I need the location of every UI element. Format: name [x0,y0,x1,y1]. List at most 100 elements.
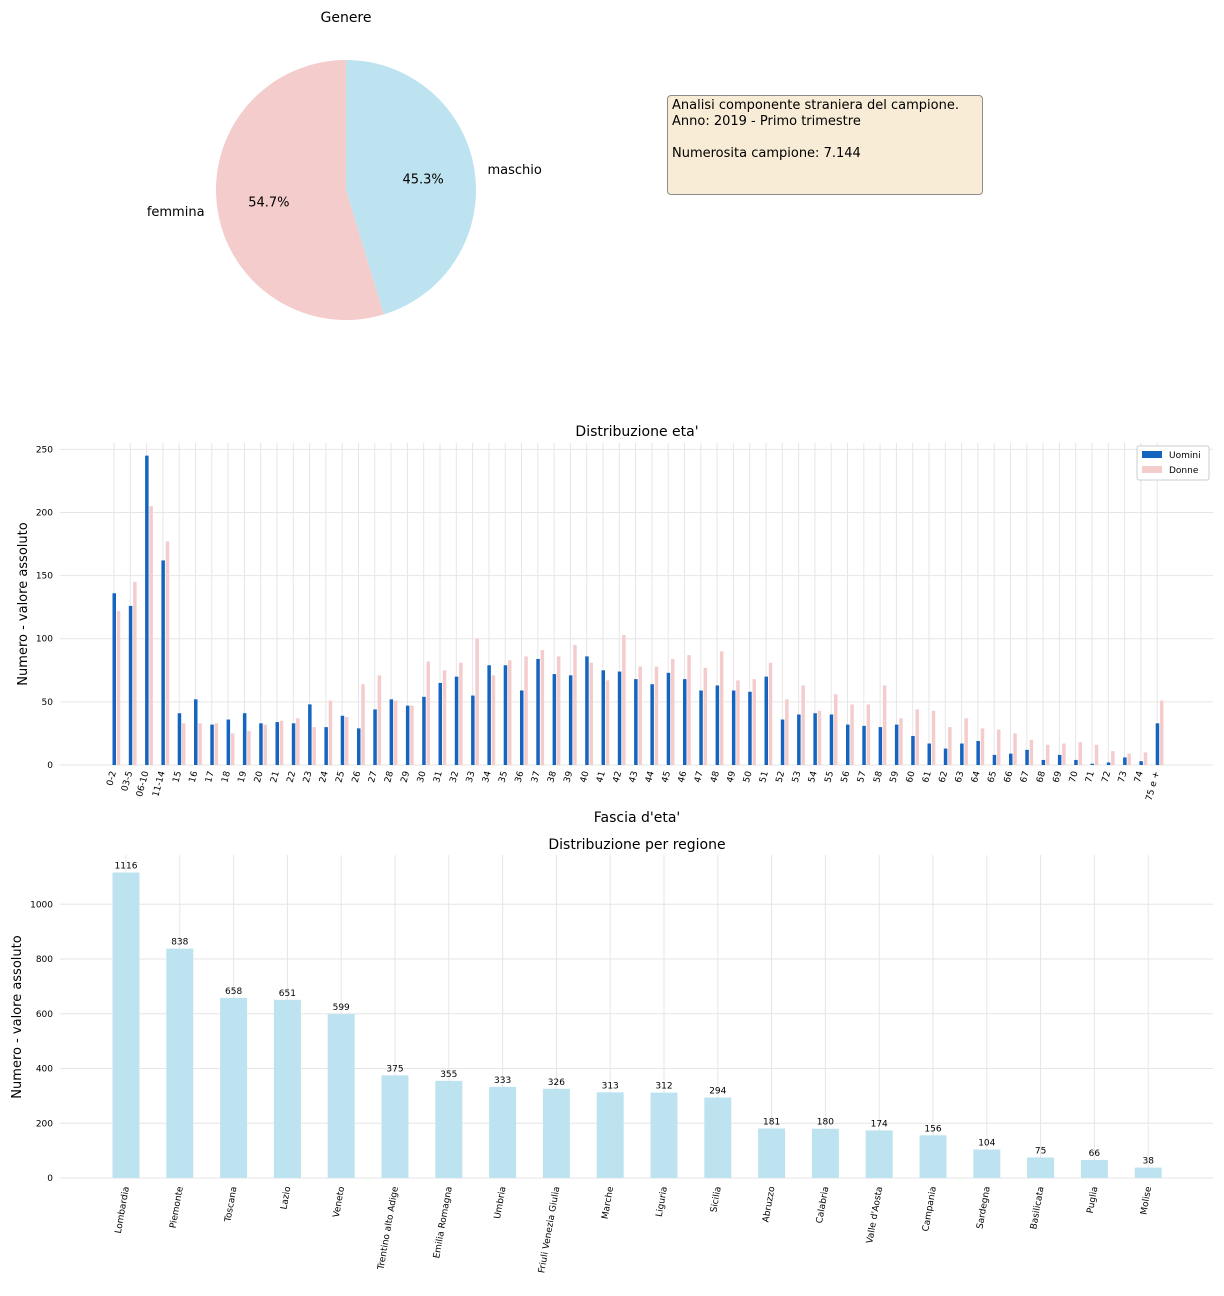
age-bar-donne [638,666,642,765]
age-xtick-label: 06-10 [135,770,151,798]
age-xtick-label: 34 [481,770,494,784]
age-legend-swatch-uomini [1142,451,1162,458]
age-bar-uomini [1074,759,1078,765]
age-xtick-label: 71 [1084,770,1097,784]
age-xtick-label: 61 [921,770,934,784]
age-xtick-label: 37 [530,770,543,784]
age-bar-donne [1111,751,1115,765]
age-xtick-label: 43 [628,770,641,784]
age-bar-uomini [389,699,394,765]
age-bar-donne [850,704,854,765]
region-bar [381,1075,409,1178]
age-bar-donne [263,724,267,765]
age-bar-donne [279,720,284,765]
age-bar-uomini [487,665,491,765]
region-value-label: 75 [1035,1146,1046,1156]
region-xtick-label: Marche [601,1185,617,1220]
region-value-label: 599 [333,1003,350,1013]
age-bar-donne [801,685,805,765]
age-xtick-label: 28 [383,770,396,784]
age-bar-donne [1029,739,1034,765]
age-bar-donne [752,679,756,765]
age-xtick-label: 44 [644,770,657,784]
region-bar [435,1080,463,1178]
age-bar-donne [426,661,430,765]
age-bar-donne [980,728,985,765]
region-bar [919,1135,947,1178]
age-bar-uomini [1057,754,1062,765]
region-xtick-label: Friuli Venezia Giulia [537,1186,562,1274]
age-bar-donne [703,667,708,765]
age-bar-uomini [373,709,377,765]
age-bar-donne [817,710,822,765]
age-xtick-label: 65 [986,770,999,784]
age-bar-uomini [210,724,214,765]
age-xtick-label: 73 [1117,770,1130,784]
age-xtick-label: 23 [302,770,315,784]
age-bar-donne [182,723,186,765]
age-bar-donne [736,680,740,765]
info-line-analysis: Analisi componente straniera del campion… [672,98,959,113]
age-legend-label-donne: Donne [1169,466,1199,476]
age-xtick-label: 57 [856,770,869,784]
region-bar [220,997,248,1178]
pie-label-femmina: femmina [147,205,205,220]
age-bar-uomini [601,670,605,765]
region-xtick-label: Sicilia [709,1186,723,1214]
age-xtick-label: 75 e + [1145,770,1162,802]
age-xtick-label: 30 [416,770,429,784]
region-value-label: 355 [440,1070,457,1080]
age-bar-uomini [503,665,508,765]
age-bar-donne [198,723,202,765]
age-xtick-label: 64 [970,770,983,784]
age-bar-donne [997,729,1001,765]
age-xtick-label: 72 [1101,770,1114,784]
age-bar-donne [1013,733,1017,765]
region-value-label: 375 [386,1064,403,1074]
region-bar [1027,1157,1055,1178]
region-xtick-label: Veneto [332,1185,347,1218]
region-xtick-label: Lombardia [114,1186,132,1235]
region-xtick-label: Basilicata [1029,1186,1046,1230]
age-bar-donne [1078,742,1082,765]
age-xtick-label: 53 [791,770,804,784]
region-value-label: 104 [978,1139,995,1149]
age-xtick-label: 15 [171,770,184,784]
age-bar-uomini [471,695,475,765]
age-xtick-label: 0-2 [105,770,118,787]
sample-info-box: Analisi componente straniera del campion… [667,95,983,195]
region-xtick-label: Abruzzo [761,1185,777,1223]
age-ytick-label: 250 [36,445,53,455]
age-bar-uomini [291,723,296,765]
age-xtick-label: 36 [514,770,527,784]
region-xtick-label: Piemonte [169,1185,186,1229]
age-bar-donne [410,705,414,765]
age-bar-uomini [764,676,768,765]
age-bar-uomini [405,705,410,765]
age-xtick-label: 70 [1068,770,1081,784]
age-xaxis-label: Fascia d'eta' [594,810,681,826]
age-bar-donne [915,709,919,765]
info-gap [672,130,978,146]
age-xtick-label: 29 [400,770,413,784]
age-xtick-label: 69 [1052,770,1065,784]
region-ytick-label: 200 [36,1119,53,1129]
age-bar-donne [768,662,773,765]
age-bar-donne [1127,753,1131,765]
age-xtick-label: 17 [204,770,217,784]
age-bar-uomini [585,656,589,765]
age-bar-uomini [1090,763,1094,765]
age-bar-uomini [862,725,866,765]
region-value-label: 312 [655,1082,672,1092]
age-bar-donne [573,645,577,765]
region-ytick-label: 0 [47,1174,53,1184]
age-xtick-label: 60 [905,770,918,784]
region-xtick-label: Toscana [223,1186,239,1224]
age-bar-uomini [1123,757,1127,765]
age-xtick-label: 49 [726,770,739,784]
region-xtick-label: Campania [921,1186,939,1233]
age-bar-uomini [536,658,540,765]
region-xtick-label: Emilia Romagna [432,1186,455,1260]
age-xtick-label: 16 [188,770,201,784]
